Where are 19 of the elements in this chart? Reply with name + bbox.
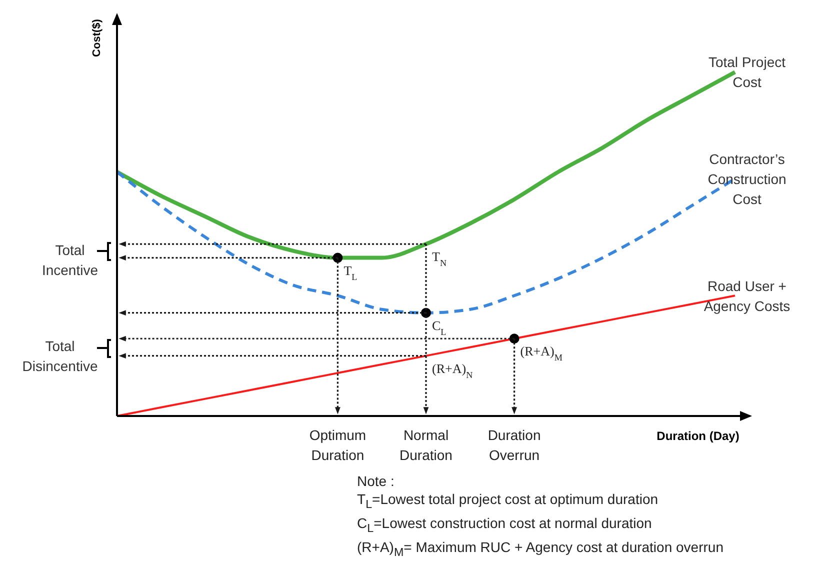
annotation: T$_{L}$	[344, 262, 358, 282]
text: T$_{L}$=Lowest total project cost at optimum duration	[357, 490, 660, 513]
series-label: Contractor’s Construction Cost	[706, 150, 788, 209]
series-label: Road User + Agency Costs	[702, 276, 792, 316]
text: C$_{L}$=Lowest construction cost at normal duration	[357, 514, 653, 537]
x-tick-label: Normal Duration	[400, 427, 452, 463]
series-label: Total Project Cost	[707, 53, 787, 92]
text: Total Incentive	[40, 241, 100, 280]
text: (R+A)$_{M}$= Maximum RUC + Agency cost at duration overrun	[357, 538, 724, 560]
text: Total Disincentive	[21, 337, 99, 376]
y-axis-title: Cost($)	[91, 18, 103, 57]
x-tick-label: Duration Overrun	[488, 427, 541, 463]
x-axis-title: Duration (Day)	[656, 429, 740, 443]
annotation: C$_{L}$	[432, 318, 447, 337]
annotation: (R+A)$_{N}$	[432, 360, 474, 380]
annotation: T$_{N}$	[432, 249, 447, 268]
annotation: (R+A)$_{M}$	[520, 344, 562, 363]
text: Note :	[357, 472, 396, 490]
x-tick-label: Optimum Duration	[309, 427, 366, 463]
